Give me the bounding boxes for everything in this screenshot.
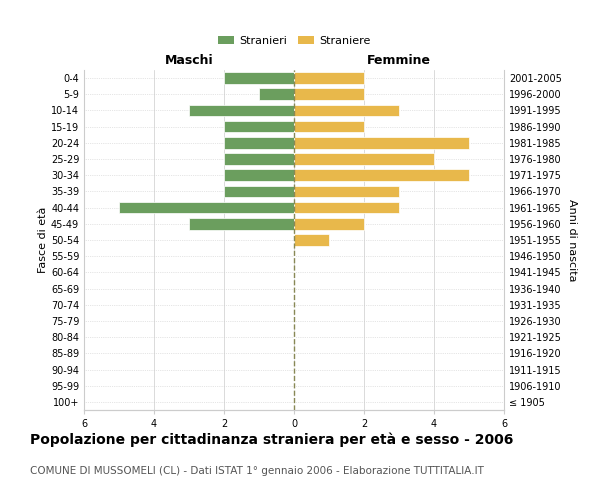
Bar [224, 121, 294, 132]
Bar [294, 218, 364, 230]
Y-axis label: Anni di nascita: Anni di nascita [567, 198, 577, 281]
Bar [294, 234, 329, 246]
Bar [224, 186, 294, 198]
Bar [294, 202, 399, 213]
Legend: Stranieri, Straniere: Stranieri, Straniere [213, 32, 375, 50]
Bar [294, 186, 399, 198]
Bar [294, 72, 364, 84]
Bar [294, 104, 399, 117]
Text: COMUNE DI MUSSOMELI (CL) - Dati ISTAT 1° gennaio 2006 - Elaborazione TUTTITALIA.: COMUNE DI MUSSOMELI (CL) - Dati ISTAT 1°… [30, 466, 484, 476]
Bar [119, 202, 294, 213]
Bar [189, 104, 294, 117]
Bar [224, 153, 294, 165]
Bar [294, 121, 364, 132]
Bar [294, 170, 469, 181]
Bar [294, 137, 469, 148]
Bar [224, 170, 294, 181]
Y-axis label: Fasce di età: Fasce di età [38, 207, 48, 273]
Bar [224, 137, 294, 148]
Bar [259, 88, 294, 100]
Text: Maschi: Maschi [164, 54, 214, 66]
Text: Popolazione per cittadinanza straniera per età e sesso - 2006: Popolazione per cittadinanza straniera p… [30, 432, 514, 447]
Bar [294, 153, 434, 165]
Bar [224, 72, 294, 84]
Bar [294, 88, 364, 100]
Text: Femmine: Femmine [367, 54, 431, 66]
Bar [189, 218, 294, 230]
